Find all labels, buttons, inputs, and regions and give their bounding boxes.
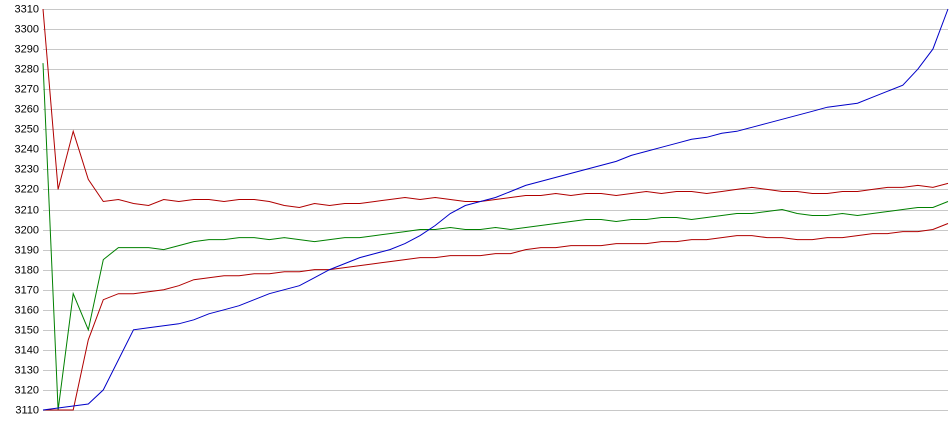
y-tick-label: 3140 [15, 344, 39, 356]
series-line [42, 8, 949, 411]
y-tick-label: 3270 [15, 83, 39, 95]
y-tick-label: 3210 [15, 204, 39, 216]
y-tick-label: 3290 [15, 43, 39, 55]
y-tick-label: 3150 [15, 324, 39, 336]
y-tick-label: 3110 [15, 404, 39, 416]
y-tick-label: 3230 [15, 163, 39, 175]
y-tick-label: 3280 [15, 63, 39, 75]
y-tick-label: 3220 [15, 183, 39, 195]
y-tick-label: 3310 [15, 3, 39, 15]
y-tick-label: 3300 [15, 23, 39, 35]
series-line [43, 223, 949, 411]
y-tick-label: 3260 [15, 103, 39, 115]
y-tick-label: 3180 [15, 264, 39, 276]
y-tick-label: 3160 [15, 304, 39, 316]
y-tick-label: 3240 [15, 143, 39, 155]
y-tick-label: 3130 [15, 364, 39, 376]
series-line [42, 8, 949, 209]
y-tick-label: 3250 [15, 123, 39, 135]
y-tick-label: 3170 [15, 284, 39, 296]
y-tick-label: 3120 [15, 384, 39, 396]
y-tick-label: 3200 [15, 224, 39, 236]
y-tick-label: 3190 [15, 244, 39, 256]
series-line [42, 63, 949, 411]
